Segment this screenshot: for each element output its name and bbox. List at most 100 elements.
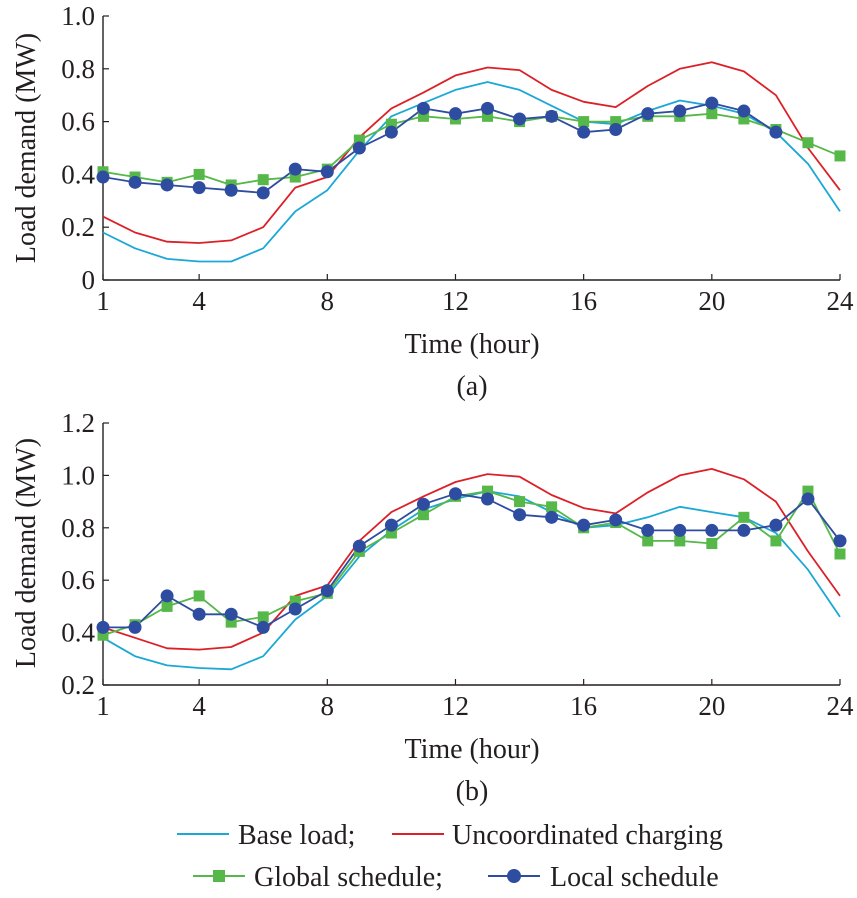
series-line-base-load-a: [102, 81, 841, 263]
legend-item-global-schedule: Global schedule;: [193, 862, 443, 893]
y-axis-title-a: Load demand (MW): [11, 33, 42, 263]
point-global-schedule-b: [193, 590, 205, 602]
point-local-schedule-a: [128, 175, 142, 189]
y-axis-title-b: Load demand (MW): [11, 438, 42, 668]
x-tick-label-b: 1: [96, 691, 110, 721]
point-global-schedule-b: [738, 511, 750, 523]
legend-label-uncoordinated-charging: Uncoordinated charging: [452, 820, 723, 851]
point-local-schedule-a: [609, 123, 623, 137]
point-global-schedule-a: [578, 116, 590, 128]
x-tick-label-b: 24: [827, 691, 855, 721]
point-global-schedule-b: [674, 535, 686, 547]
y-tick-label-a: 0: [82, 265, 96, 295]
point-local-schedule-a: [384, 125, 398, 139]
point-local-schedule-b: [352, 539, 366, 553]
point-global-schedule-b: [834, 548, 846, 560]
x-axis-title-a: Time (hour): [404, 329, 539, 360]
point-local-schedule-a: [577, 125, 591, 139]
point-local-schedule-b: [160, 589, 174, 603]
point-local-schedule-b: [320, 584, 334, 598]
series-line-uncoordinated-charging-a: [102, 61, 841, 244]
point-local-schedule-b: [801, 492, 815, 506]
point-local-schedule-a: [673, 104, 687, 118]
point-global-schedule-b: [257, 611, 269, 623]
point-local-schedule-b: [641, 523, 655, 537]
point-local-schedule-a: [416, 101, 430, 115]
point-local-schedule-a: [737, 104, 751, 118]
point-local-schedule-b: [833, 534, 847, 548]
x-tick-label-a: 24: [827, 286, 855, 316]
point-global-schedule-b: [161, 600, 173, 612]
point-local-schedule-a: [256, 186, 270, 200]
point-local-schedule-b: [705, 523, 719, 537]
x-tick-label-b: 12: [442, 691, 469, 721]
x-tick-label-a: 8: [321, 286, 335, 316]
point-global-schedule-b: [770, 535, 782, 547]
point-local-schedule-b: [577, 518, 591, 532]
point-local-schedule-a: [320, 165, 334, 179]
point-local-schedule-b: [481, 492, 495, 506]
point-local-schedule-a: [545, 109, 559, 123]
x-axis-title-b: Time (hour): [404, 734, 539, 765]
series-line-global-schedule-a: [102, 112, 841, 186]
panel-label-b: (b): [456, 776, 489, 807]
point-local-schedule-a: [705, 96, 719, 110]
legend-marker-global-schedule: [213, 870, 225, 882]
legend-label-global-schedule: Global schedule;: [254, 862, 443, 893]
point-global-schedule-a: [417, 110, 429, 122]
point-global-schedule-a: [257, 174, 269, 186]
point-global-schedule-b: [514, 496, 526, 508]
y-tick-label-a: 1.0: [61, 1, 95, 31]
legend-item-local-schedule: Local schedule: [488, 862, 719, 893]
point-local-schedule-a: [513, 112, 527, 126]
point-local-schedule-a: [448, 107, 462, 121]
point-local-schedule-a: [224, 183, 238, 197]
chart-panel-b: Load demand (MW) Time (hour) (b) 0.2 0.4 0…: [11, 408, 854, 807]
point-local-schedule-b: [224, 607, 238, 621]
x-tick-label-a: 16: [570, 286, 597, 316]
series-line-base-load-b: [102, 490, 841, 671]
y-tick-label-b: 0.4: [61, 618, 95, 648]
y-tick-label-b: 1.2: [61, 408, 95, 438]
point-global-schedule-a: [610, 116, 622, 128]
x-tick-label-b: 20: [698, 691, 725, 721]
point-local-schedule-b: [288, 602, 302, 616]
point-global-schedule-b: [546, 501, 558, 513]
point-local-schedule-b: [448, 487, 462, 501]
y-tick-label-a: 0.8: [61, 54, 95, 84]
point-local-schedule-b: [128, 620, 142, 634]
point-local-schedule-b: [256, 620, 270, 634]
x-tick-label-b: 4: [192, 691, 206, 721]
point-global-schedule-a: [289, 171, 301, 183]
x-tick-label-a: 12: [442, 286, 469, 316]
point-local-schedule-a: [481, 101, 495, 115]
series-line-uncoordinated-charging-b: [102, 468, 841, 651]
x-tick-label-b: 16: [570, 691, 597, 721]
point-local-schedule-b: [384, 518, 398, 532]
y-tick-label-a: 0.4: [61, 159, 95, 189]
point-local-schedule-b: [416, 497, 430, 511]
point-local-schedule-b: [545, 510, 559, 524]
point-local-schedule-a: [288, 162, 302, 176]
point-global-schedule-b: [385, 527, 397, 539]
legend-item-base-load: Base load;: [177, 820, 355, 851]
legend: Base load; Uncoordinated charging Global…: [177, 820, 723, 893]
point-global-schedule-b: [225, 616, 237, 628]
point-local-schedule-b: [96, 620, 110, 634]
point-local-schedule-a: [192, 181, 206, 195]
point-global-schedule-a: [706, 108, 718, 120]
point-global-schedule-b: [802, 485, 814, 497]
point-local-schedule-a: [769, 125, 783, 139]
y-tick-label-b: 1.0: [61, 460, 95, 490]
point-global-schedule-b: [642, 535, 654, 547]
panel-label-a: (a): [456, 371, 487, 402]
point-global-schedule-a: [353, 134, 365, 146]
point-local-schedule-a: [96, 170, 110, 184]
point-global-schedule-a: [834, 150, 846, 162]
point-global-schedule-a: [482, 110, 494, 122]
chart-panel-a: Load demand (MW) Time (hour) (a) 0 0.2 0.4…: [11, 1, 854, 402]
x-tick-label-a: 20: [698, 286, 725, 316]
point-local-schedule-b: [192, 607, 206, 621]
point-global-schedule-b: [482, 485, 494, 497]
